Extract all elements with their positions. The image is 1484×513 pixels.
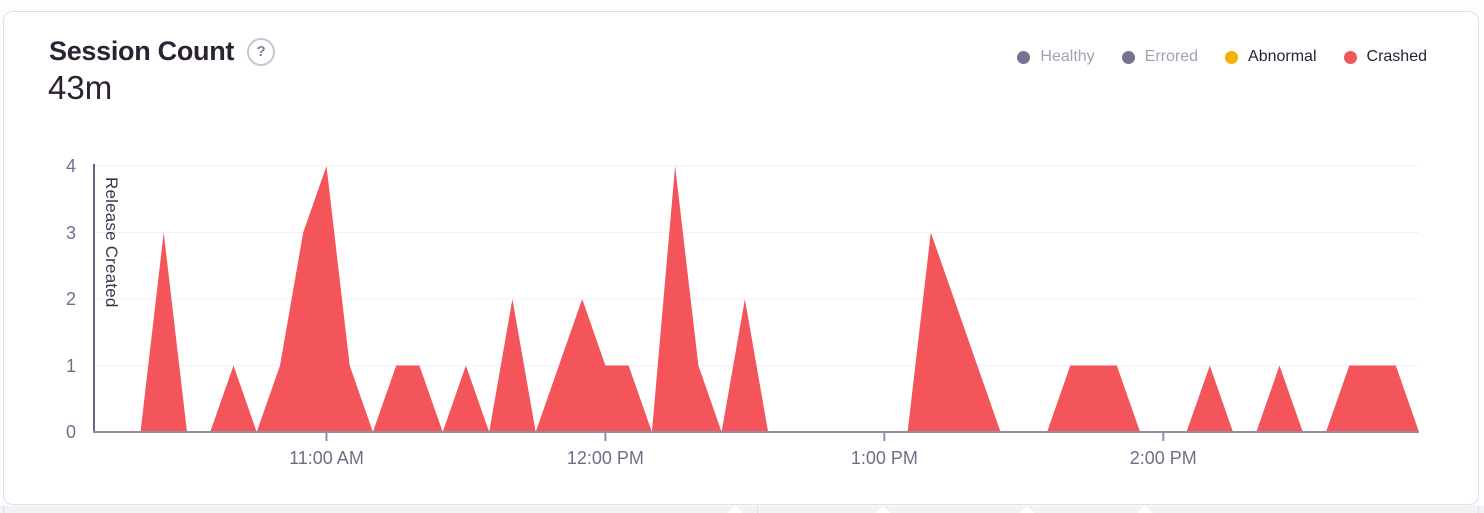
y-axis-label: 1	[65, 355, 76, 376]
release-created-label: Release Created	[102, 177, 121, 308]
legend-item-crashed[interactable]: Crashed	[1343, 48, 1427, 66]
next-row-notch	[727, 506, 743, 513]
next-row-card-edge	[3, 506, 4, 513]
legend-label: Errored	[1144, 48, 1199, 65]
legend-label: Abnormal	[1248, 48, 1317, 65]
x-axis-label: 11:00 AM	[289, 448, 364, 468]
session-chart[interactable]: 11:00 AM 12:00 PM 1:00 PM 2:00 PM 0 1 2 3 4 Rele…	[4, 12, 1480, 506]
next-row-notch	[1137, 506, 1153, 513]
x-axis-label: 2:00 PM	[1129, 448, 1197, 468]
card-header: Session Count ?	[49, 36, 276, 67]
legend-label: Healthy	[1040, 48, 1095, 65]
legend-item-healthy[interactable]: Healthy	[1017, 48, 1095, 66]
session-count-card: Session Count ? 43m Healthy Errored Abno…	[3, 11, 1479, 505]
next-row-notch	[875, 506, 891, 513]
legend-label: Crashed	[1366, 48, 1427, 65]
errored-dot-icon	[1121, 50, 1135, 64]
healthy-dot-icon	[1017, 50, 1031, 64]
next-row-card-edge	[1478, 506, 1479, 513]
y-axis-label: 3	[65, 222, 76, 243]
crashed-dot-icon	[1343, 50, 1357, 64]
legend-item-abnormal[interactable]: Abnormal	[1225, 48, 1317, 66]
x-axis-label: 12:00 PM	[566, 448, 644, 468]
session-chart-canvas[interactable]	[4, 12, 1480, 506]
abnormal-dot-icon	[1225, 50, 1239, 64]
chart-legend: Healthy Errored Abnormal Crashed	[1017, 48, 1427, 66]
legend-item-errored[interactable]: Errored	[1121, 48, 1199, 66]
help-icon[interactable]: ?	[247, 37, 276, 66]
y-axis-label: 2	[65, 289, 76, 309]
session-total-value: 43m	[48, 69, 113, 106]
next-row-card-edge	[757, 506, 758, 513]
crashed-area-series[interactable]	[94, 166, 1419, 432]
y-axis-label: 0	[65, 422, 76, 442]
y-axis-label: 4	[65, 156, 76, 176]
x-axis-label: 1:00 PM	[850, 448, 918, 468]
next-row-notch	[1019, 506, 1035, 513]
page-title: Session Count	[49, 36, 235, 66]
